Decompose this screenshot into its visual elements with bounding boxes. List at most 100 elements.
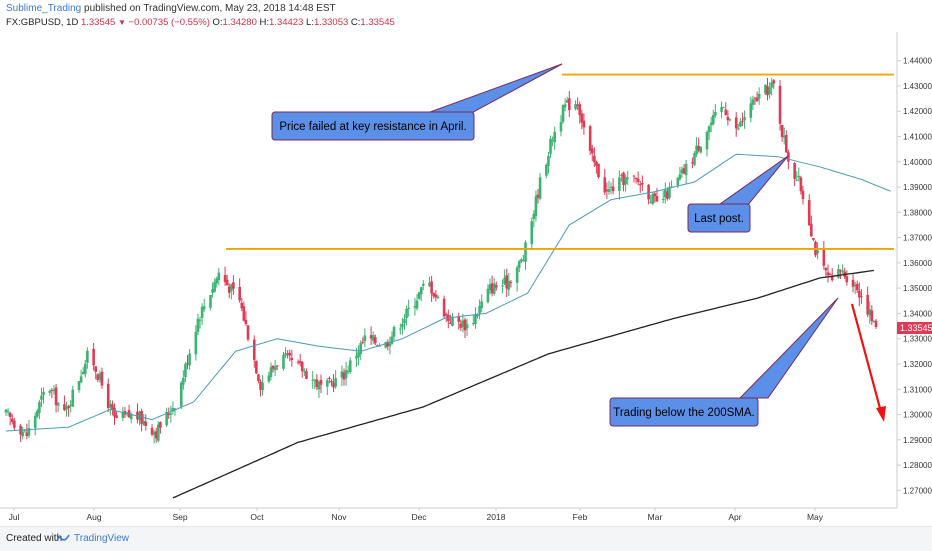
candle-body — [67, 405, 70, 409]
candle-body — [726, 116, 730, 121]
candle-body — [607, 189, 611, 192]
candle-body — [720, 107, 723, 112]
candle-body — [407, 307, 410, 309]
candle-body — [361, 341, 365, 343]
candle-body — [92, 348, 95, 366]
x-tick-label: May — [807, 512, 824, 522]
candle-body — [839, 270, 842, 272]
candle-body — [415, 300, 419, 309]
candle-body — [169, 413, 173, 415]
candle-body — [828, 273, 832, 275]
candle-body — [390, 336, 394, 344]
candle-body — [419, 287, 423, 295]
candle-body — [474, 314, 477, 325]
x-tick-label: Oct — [250, 512, 264, 522]
candle-body — [590, 148, 594, 154]
candle-body — [388, 343, 392, 347]
candle-body — [188, 353, 191, 366]
plot-area — [0, 32, 897, 508]
candle-body — [565, 100, 569, 103]
candle-body — [378, 345, 381, 347]
candle-body — [661, 198, 665, 200]
candle-body — [8, 412, 12, 418]
candle-body — [651, 194, 655, 204]
time-axis[interactable]: Jul Aug Sep Oct Nov Dec 2018 Feb Mar Apr May — [0, 507, 897, 522]
candle-body — [641, 182, 644, 185]
candle-body — [290, 357, 294, 360]
author-link[interactable]: Sublime_Trading — [6, 3, 82, 14]
candle-body — [670, 186, 673, 188]
candle-body — [551, 140, 554, 142]
candle-body — [549, 138, 552, 154]
price-chart[interactable]: Price failed at key resistance in April.… — [0, 32, 932, 526]
candle-body — [71, 389, 75, 407]
ohlc-info: FX:GBPUSD, 1D 1.33545 ▼ −0.00735 (−0.55%… — [6, 17, 395, 28]
candle-body — [449, 322, 452, 324]
candle-body — [553, 131, 557, 143]
callout-resistance[interactable]: Price failed at key resistance in April. — [271, 63, 563, 141]
candle-body — [676, 177, 680, 186]
tradingview-brand-link[interactable]: TradingView — [74, 533, 130, 544]
y-tick-label: 1.39000 — [903, 183, 932, 192]
candle-body — [217, 272, 221, 281]
candle-body — [653, 193, 657, 197]
candle-body — [311, 379, 314, 381]
x-tick-label: Jul — [9, 512, 20, 522]
price-axis[interactable]: 1.44000 1.43000 1.42000 1.41000 1.40000 1.390… — [896, 32, 932, 508]
candle-body — [430, 281, 433, 294]
candle-body — [684, 163, 688, 176]
callout-last-post[interactable]: Last post. — [687, 155, 789, 233]
candle-body — [252, 339, 256, 360]
candle-body — [547, 156, 550, 166]
candle-body — [559, 122, 563, 132]
candle-body — [530, 221, 534, 245]
candle-body — [868, 309, 872, 316]
candle-body — [855, 283, 859, 291]
candle-body — [25, 432, 29, 437]
candle-body — [682, 168, 686, 174]
candle-body — [764, 84, 767, 94]
high-value: 1.34423 — [269, 17, 304, 28]
x-tick-label: Sep — [172, 512, 187, 522]
candle-body — [795, 179, 799, 181]
candle-body — [261, 382, 264, 391]
candle-body — [465, 324, 469, 329]
candle-body — [707, 126, 711, 133]
candle-body — [605, 189, 609, 191]
candle-body — [186, 363, 189, 365]
candle-body — [853, 284, 857, 287]
candle-body — [10, 418, 14, 422]
candle-body — [242, 306, 246, 321]
callout-200sma[interactable]: Trading below the 200SMA. — [609, 297, 839, 427]
candle-body — [536, 194, 540, 198]
candle-body — [472, 323, 475, 325]
candle-body — [580, 113, 584, 123]
candle-body — [332, 382, 335, 388]
candle-body — [215, 278, 219, 284]
x-tick-label: Dec — [411, 512, 427, 522]
candle-body — [317, 381, 321, 390]
candle-body — [749, 103, 753, 118]
candle-body — [384, 342, 388, 348]
candle-body — [432, 293, 435, 297]
candle-body — [79, 376, 83, 383]
candle-body — [618, 177, 621, 191]
candle-body — [303, 370, 306, 372]
candle-body — [520, 259, 523, 262]
candle-body — [597, 163, 600, 178]
candle-body — [225, 279, 229, 286]
candle-body — [507, 280, 511, 290]
candle-body — [636, 178, 640, 182]
candle-body — [494, 285, 498, 288]
candle-body — [666, 191, 669, 199]
candle-body — [413, 306, 417, 308]
candle-body — [200, 306, 204, 318]
candle-body — [319, 379, 323, 385]
candle-body — [42, 391, 45, 396]
candle-body — [851, 279, 855, 287]
candle-body — [50, 389, 54, 391]
candle-body — [305, 371, 308, 379]
candle-body — [288, 352, 292, 356]
candle-body — [522, 260, 525, 262]
candle-body — [561, 105, 565, 122]
